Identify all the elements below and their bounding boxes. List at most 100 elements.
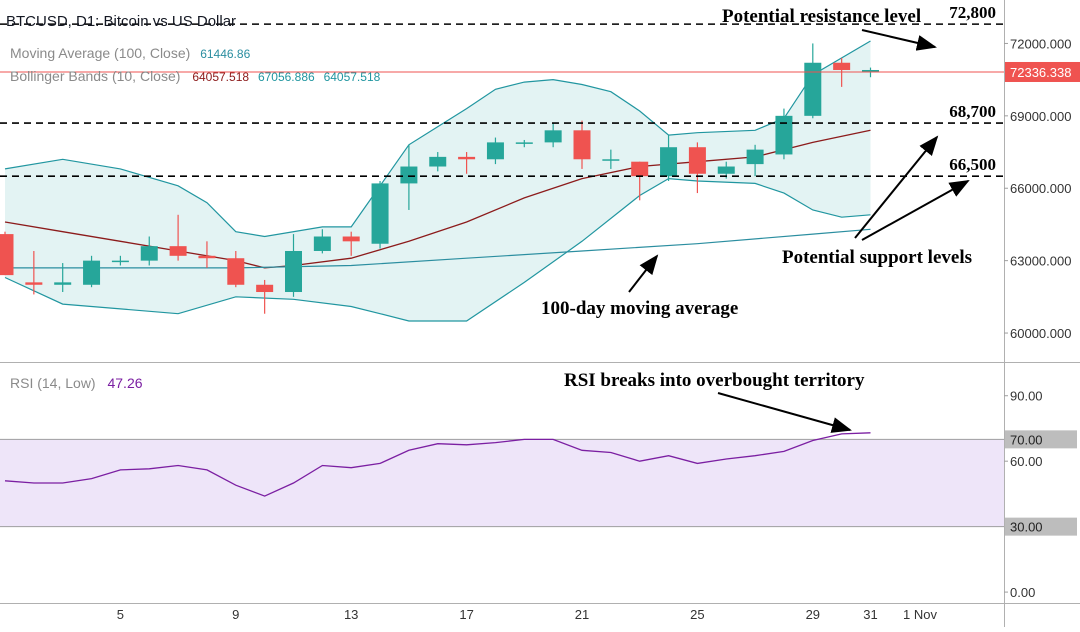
ma-legend: Moving Average (100, Close) 61446.86 [10,45,251,61]
rsi-line [4,432,871,497]
candle [775,108,793,160]
ma-legend-label: Moving Average (100, Close) [10,45,190,61]
rsi-band-label-bg [1005,430,1077,449]
bb-legend-value-2: 67056.886 [258,70,315,84]
level-label: 68,700 [949,102,996,121]
ma-annotation: 100-day moving average [541,298,738,319]
candle [400,144,418,210]
support-arrow-lower [861,180,970,241]
candle-body [515,142,533,144]
candle [140,236,158,266]
rsi-axis: 90.00 60.00 0.00 70.00 30.00 [1004,389,1077,600]
level-label: 66,500 [949,155,996,174]
candle-body [573,130,591,160]
candle-body [371,183,389,244]
rsi-arrow [717,392,852,433]
rsi-legend-label: RSI (14, Low) [10,375,96,391]
candle [602,149,620,169]
candle-body [833,62,851,70]
rsi-legend-value: 47.26 [107,375,142,391]
time-tick-label: 25 [690,607,704,622]
bb-lower-line [4,177,871,322]
candle-body [0,234,14,276]
price-tick-label: 63000.000 [1010,254,1071,269]
candlesticks [0,43,879,314]
rsi-band-label-bg [1005,517,1077,536]
support-arrow-upper [854,135,939,239]
candle [256,279,274,314]
candle-body [429,156,447,167]
candle [573,120,591,169]
candle [631,161,649,201]
candle [169,214,187,261]
candle-body [25,282,43,285]
candle [515,139,533,148]
bollinger-bands [4,40,871,322]
candle [0,231,14,276]
candle [227,250,245,288]
rsi-band-label: 30.00 [1010,520,1043,535]
candle-body [717,166,735,174]
bb-legend-label: Bollinger Bands (10, Close) [10,68,180,84]
candle [342,231,360,256]
price-axis: 72336.338 72000.000 69000.000 66000.000 6300… [0,36,1080,341]
time-tick-label: 5 [117,607,124,622]
bb-legend-value-3: 64057.518 [324,70,381,84]
candle-body [804,62,822,116]
time-tick-label: 29 [806,607,820,622]
candle [746,144,764,177]
time-tick-label: 17 [459,607,473,622]
rsi-band-fill [0,439,1004,527]
candle-body [83,260,101,285]
bb-middle-line [4,129,871,269]
price-tick-label: 69000.000 [1010,109,1071,124]
resistance-arrow [861,29,937,51]
candle [54,263,72,293]
candle-body [111,260,129,263]
support-resistance-levels: 72,800 68,700 66,500 [0,3,1004,177]
candle-body [342,236,360,242]
candle-body [285,250,302,293]
candle-body [544,130,562,143]
candle-body [631,161,649,177]
candle [458,152,476,174]
candle-body [54,282,72,285]
candle [25,250,43,295]
candle [486,137,504,165]
rsi-tick-label: 90.00 [1010,389,1043,404]
bb-upper-line [4,40,871,238]
rsi-legend: RSI (14, Low) 47.26 [10,375,143,391]
candle-body [169,246,187,256]
candle [371,181,389,249]
support-annotation: Potential support levels [782,247,972,268]
bb-fill [5,41,871,321]
ma-legend-value: 61446.86 [200,47,250,61]
candle-body [688,147,706,174]
candle [804,43,822,119]
candle-body [256,284,274,293]
candle-body [227,258,245,285]
candle [83,255,101,288]
time-axis: 5 9 13 17 21 25 29 31 1 Nov [117,607,938,622]
chart-symbol-title: BTCUSD, D1: Bitcoin vs US Dollar [6,13,236,30]
moving-average-100 [5,228,871,269]
candle-body [862,69,879,72]
price-tick-label: 66000.000 [1010,181,1071,196]
candle-body [198,255,216,259]
candle-body [400,166,418,184]
candle [660,135,678,181]
candle-body [140,246,158,261]
rsi-band-label: 70.00 [1010,432,1043,447]
candle [313,229,331,254]
candle-body [775,115,793,155]
rsi-series-line [4,432,871,497]
ma100-line [5,228,871,269]
level-label: 72,800 [949,3,996,22]
ma-arrow [628,254,659,293]
price-tick-label: 60000.000 [1010,326,1071,341]
resistance-annotation: Potential resistance level [722,6,921,27]
time-tick-label: 13 [344,607,358,622]
candle [285,234,302,297]
